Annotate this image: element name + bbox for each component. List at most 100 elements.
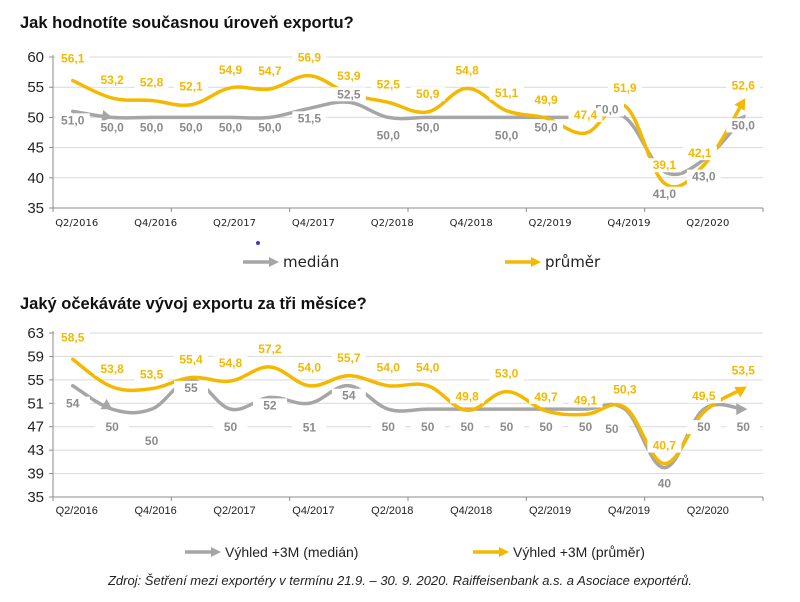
data-label-mean: 54,0 bbox=[416, 361, 440, 375]
marker-dot bbox=[256, 241, 260, 245]
data-label-bg bbox=[134, 75, 169, 90]
data-label-bg bbox=[726, 118, 761, 133]
data-label-bg bbox=[529, 120, 564, 135]
y-tick-label: 50 bbox=[27, 109, 44, 126]
data-label-mean: 39,1 bbox=[653, 158, 677, 172]
data-label-bg bbox=[607, 80, 642, 95]
data-label-bg bbox=[682, 146, 717, 161]
data-label-bg bbox=[726, 78, 761, 93]
data-label-mean: 54,8 bbox=[455, 63, 479, 77]
data-label-bg bbox=[174, 120, 209, 135]
x-tick-label: Q2/2019 bbox=[529, 505, 571, 517]
data-label-bg bbox=[450, 63, 485, 78]
data-label-bg bbox=[450, 389, 485, 404]
data-label-bg bbox=[252, 398, 287, 413]
data-label-mean: 49,5 bbox=[692, 389, 716, 403]
data-label-bg bbox=[647, 186, 682, 201]
data-label-mean: 49,1 bbox=[574, 393, 598, 407]
data-label-median: 50,0 bbox=[258, 120, 282, 134]
data-label-bg bbox=[594, 422, 629, 437]
data-label-bg bbox=[95, 73, 130, 88]
data-label-median: 50 bbox=[382, 420, 396, 434]
y-tick-label: 39 bbox=[27, 466, 44, 483]
data-label-bg bbox=[410, 420, 445, 435]
data-label-median: 51,5 bbox=[298, 111, 322, 125]
gray-arrow-icon bbox=[243, 253, 279, 271]
data-label-bg bbox=[568, 420, 603, 435]
data-label-median: 52 bbox=[263, 398, 277, 412]
series-start-marker bbox=[100, 398, 113, 410]
data-label-bg bbox=[292, 111, 327, 126]
data-label-bg bbox=[55, 396, 90, 411]
data-label-mean: 58,5 bbox=[61, 330, 85, 344]
data-label-mean: 55,7 bbox=[337, 351, 361, 365]
data-label-mean: 53,5 bbox=[732, 364, 756, 378]
data-label-bg bbox=[213, 356, 248, 371]
data-label-mean: 55,4 bbox=[179, 353, 203, 367]
y-tick-label: 47 bbox=[27, 419, 44, 436]
y-tick-label: 45 bbox=[27, 140, 44, 157]
data-label-bg bbox=[607, 382, 642, 397]
data-label-bg bbox=[252, 64, 287, 79]
data-label-mean: 50,3 bbox=[613, 382, 637, 396]
data-label-bg bbox=[410, 360, 445, 375]
y-tick-label: 60 bbox=[27, 49, 44, 66]
data-label-mean: 53,5 bbox=[140, 368, 164, 382]
x-tick-label: Q4/2019 bbox=[608, 505, 650, 517]
series-arrowhead-mean bbox=[734, 386, 747, 398]
yellow-arrow-icon bbox=[473, 544, 509, 560]
yellow-arrow-icon bbox=[505, 253, 541, 271]
data-label-bg bbox=[726, 420, 761, 435]
data-label-median: 50 bbox=[539, 420, 553, 434]
y-tick-label: 55 bbox=[27, 79, 44, 96]
x-tick-label: Q2/2018 bbox=[371, 505, 413, 517]
data-label-mean: 54,7 bbox=[258, 64, 282, 78]
data-label-median: 50 bbox=[421, 420, 435, 434]
y-tick-label: 63 bbox=[27, 325, 44, 342]
data-label-bg bbox=[292, 50, 327, 65]
data-label-bg bbox=[174, 79, 209, 94]
data-label-bg bbox=[686, 169, 721, 184]
data-label-bg bbox=[686, 389, 721, 404]
data-label-bg bbox=[95, 120, 130, 135]
data-label-bg bbox=[174, 352, 209, 367]
chart-2: 35 39 43 47 51 55 59 63 Q2/2016 Q4/2016 Q2/2017 Q4/… bbox=[27, 325, 764, 517]
data-label-median: 54 bbox=[342, 389, 356, 403]
data-label-median: 51,0 bbox=[61, 113, 85, 127]
data-label-bg bbox=[489, 128, 524, 143]
y-tick-label: 55 bbox=[27, 372, 44, 389]
data-label-bg bbox=[371, 128, 406, 143]
data-label-median: 43,0 bbox=[692, 170, 716, 184]
data-label-median: 50,0 bbox=[179, 120, 203, 134]
series-arrowhead-mean bbox=[734, 98, 746, 111]
data-label-median: 50,0 bbox=[732, 118, 756, 132]
data-label-bg bbox=[529, 93, 564, 108]
x-tick-label: Q2/2019 bbox=[529, 218, 572, 229]
legend-label-median: Výhled +3M (medián) bbox=[225, 544, 359, 560]
data-label-bg bbox=[292, 420, 327, 435]
x-tick-label: Q4/2017 bbox=[292, 505, 334, 517]
chart-1: 35 40 45 50 55 60 Q2/2016 Q4/2016 Q2/2017 Q4/2017… bbox=[27, 49, 764, 229]
x-tick-label: Q2/2018 bbox=[371, 218, 414, 229]
data-label-bg bbox=[686, 420, 721, 435]
x-tick-label: Q2/2016 bbox=[56, 505, 98, 517]
data-label-bg bbox=[134, 120, 169, 135]
data-label-bg bbox=[134, 434, 169, 449]
data-label-bg bbox=[371, 77, 406, 92]
data-label-median: 52,5 bbox=[337, 87, 361, 101]
data-label-median: 54 bbox=[66, 397, 80, 411]
data-label-bg bbox=[252, 120, 287, 135]
data-label-mean: 53,2 bbox=[100, 73, 124, 87]
x-tick-label: Q2/2016 bbox=[55, 218, 98, 229]
data-label-mean: 52,6 bbox=[732, 79, 756, 93]
data-label-mean: 54,0 bbox=[377, 361, 401, 375]
data-label-bg bbox=[489, 85, 524, 100]
data-label-median: 40 bbox=[658, 477, 672, 491]
data-label-bg bbox=[410, 120, 445, 135]
data-label-bg bbox=[55, 113, 90, 128]
chart-1-title: Jak hodnotíte současnou úroveň exportu? bbox=[20, 14, 354, 32]
data-label-mean: 53,0 bbox=[495, 367, 519, 381]
data-label-median: 50 bbox=[697, 420, 711, 434]
legend-label-median: medián bbox=[283, 253, 340, 271]
